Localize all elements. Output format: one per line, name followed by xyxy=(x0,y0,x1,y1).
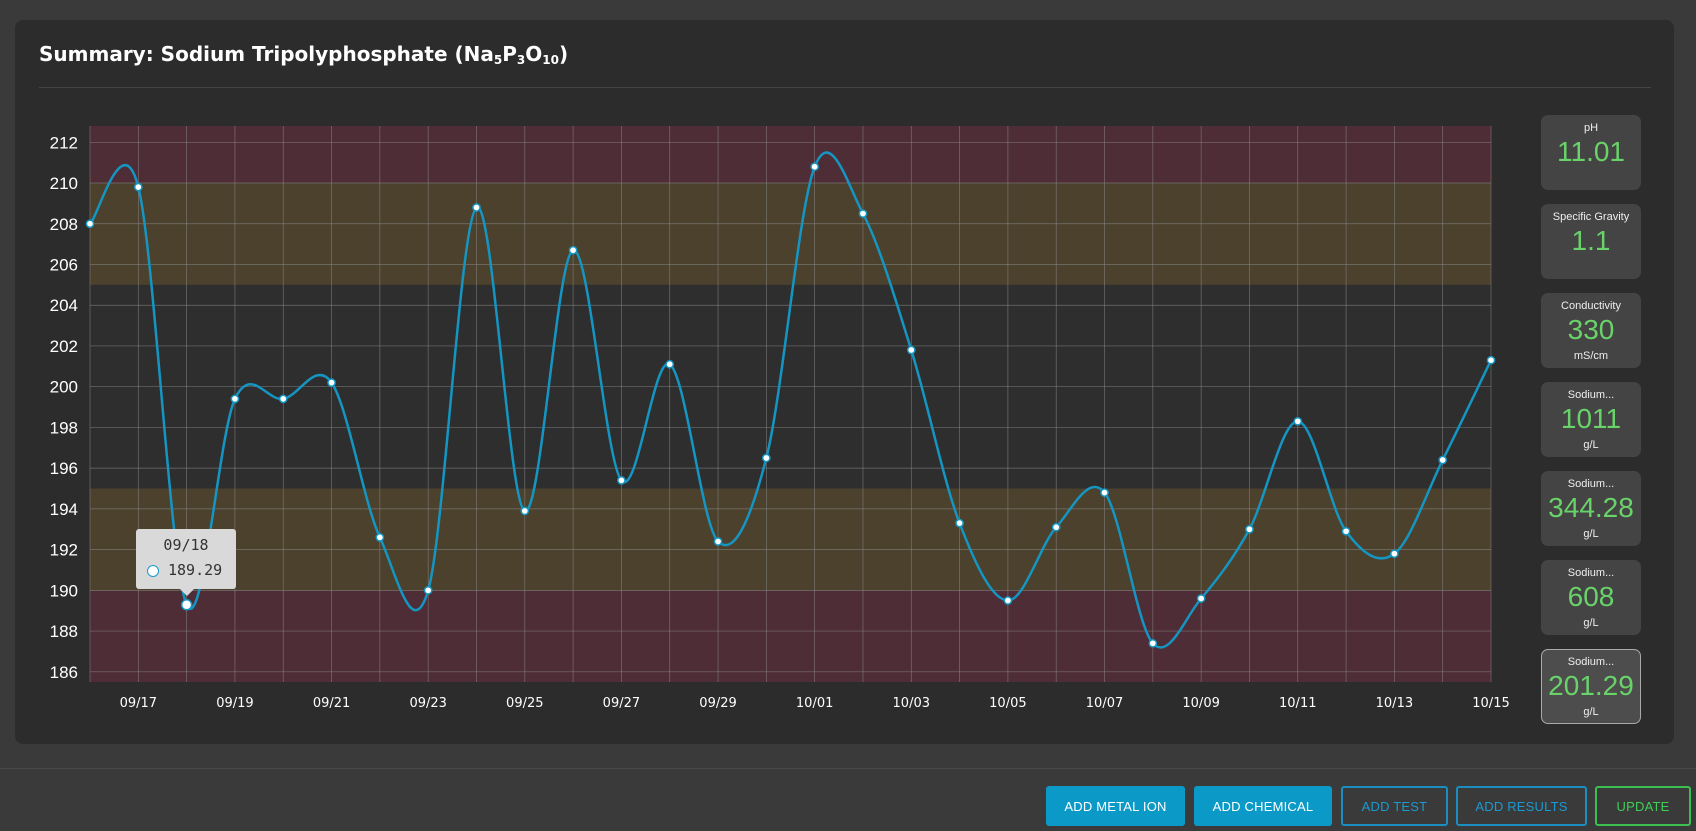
chart-tooltip: 09/18 189.29 xyxy=(136,529,236,596)
y-tick-label: 208 xyxy=(50,215,78,234)
stat-card-sodium-2[interactable]: Sodium... 344.28 g/L xyxy=(1541,471,1641,546)
y-tick-label: 196 xyxy=(50,459,78,478)
y-tick-label: 190 xyxy=(50,581,78,600)
x-tick-label: 09/21 xyxy=(313,696,350,711)
data-point xyxy=(180,599,193,611)
y-tick-label: 206 xyxy=(50,255,78,274)
data-point xyxy=(1486,355,1496,365)
x-tick-label: 10/05 xyxy=(989,696,1026,711)
data-point xyxy=(568,245,578,255)
data-point xyxy=(1245,524,1254,534)
tooltip-value: 189.29 xyxy=(168,561,223,579)
data-point xyxy=(1148,638,1158,648)
stat-unit: g/L xyxy=(1583,706,1599,718)
stat-unit: g/L xyxy=(1583,528,1599,540)
x-tick-label: 09/29 xyxy=(699,696,736,711)
stat-value: 344.28 xyxy=(1548,492,1634,523)
update-button[interactable]: UPDATE xyxy=(1595,786,1691,826)
stat-value: 608 xyxy=(1567,581,1615,612)
x-tick-label: 10/01 xyxy=(796,696,833,711)
threshold-band-yellow xyxy=(90,183,1491,285)
data-point xyxy=(906,345,916,355)
threshold-band-red xyxy=(90,590,1491,682)
data-point xyxy=(1341,526,1351,536)
x-tick-label: 09/23 xyxy=(409,696,446,711)
data-point xyxy=(327,378,336,387)
y-tick-label: 198 xyxy=(50,418,78,437)
data-point xyxy=(617,476,626,485)
data-point xyxy=(761,453,771,463)
x-tick-label: 09/19 xyxy=(216,696,253,711)
data-point xyxy=(1196,594,1206,603)
data-point xyxy=(278,394,288,404)
stat-card-sodium-4-selected[interactable]: Sodium... 201.29 g/L xyxy=(1541,649,1641,724)
stat-unit: g/L xyxy=(1583,439,1599,451)
stat-card-ph[interactable]: pH 11.01 xyxy=(1541,115,1641,190)
tooltip-date: 09/18 xyxy=(163,536,209,554)
x-tick-label: 09/17 xyxy=(120,696,157,711)
data-point xyxy=(375,533,385,542)
stat-unit: mS/cm xyxy=(1573,350,1609,362)
stat-value: 1011 xyxy=(1560,403,1622,434)
data-point xyxy=(1100,488,1109,497)
y-tick-label: 210 xyxy=(50,174,78,193)
stat-card-sodium-3[interactable]: Sodium... 608 g/L xyxy=(1541,560,1641,635)
series-line xyxy=(89,151,1493,649)
y-tick-label: 202 xyxy=(50,337,78,356)
data-point xyxy=(520,506,530,516)
y-tick-label: 200 xyxy=(50,378,78,397)
x-tick-label: 10/03 xyxy=(893,696,930,711)
add-chemical-button[interactable]: ADD CHEMICAL xyxy=(1194,786,1332,826)
stat-value: 201.29 xyxy=(1548,670,1634,701)
data-point xyxy=(85,219,95,229)
data-point xyxy=(665,359,675,369)
y-tick-label: 204 xyxy=(50,296,78,315)
stat-value: 330 xyxy=(1567,314,1615,345)
page-title: Summary: Sodium Tripolyphosphate (Na5P3O… xyxy=(39,42,569,67)
title-divider xyxy=(39,87,1651,88)
threshold-band-yellow xyxy=(90,488,1491,591)
threshold-band-red xyxy=(90,126,1491,184)
data-point xyxy=(472,203,481,212)
data-point xyxy=(858,209,868,218)
data-point xyxy=(133,182,143,192)
data-point xyxy=(1390,549,1399,559)
stat-card-conductivity[interactable]: Conductivity 330 mS/cm xyxy=(1541,293,1641,368)
add-test-button[interactable]: ADD TEST xyxy=(1341,786,1448,826)
x-tick-label: 10/13 xyxy=(1376,696,1413,711)
y-tick-label: 188 xyxy=(50,622,78,641)
x-tick-label: 10/15 xyxy=(1472,696,1509,711)
x-tick-label: 10/07 xyxy=(1086,696,1123,711)
data-point xyxy=(955,518,964,528)
x-tick-label: 09/27 xyxy=(603,696,640,711)
stat-value: 1.1 xyxy=(1571,225,1611,256)
stat-card-sodium-1[interactable]: Sodium... 1011 g/L xyxy=(1541,382,1641,457)
stat-value: 11.01 xyxy=(1557,136,1625,167)
x-tick-label: 10/09 xyxy=(1182,696,1219,711)
stat-card-specific-gravity[interactable]: Specific Gravity 1.1 xyxy=(1541,204,1641,279)
stat-unit: g/L xyxy=(1583,617,1599,629)
data-point xyxy=(713,537,723,546)
y-tick-label: 194 xyxy=(50,500,78,519)
data-point xyxy=(810,162,820,172)
x-tick-label: 10/11 xyxy=(1279,696,1316,711)
y-tick-label: 212 xyxy=(50,133,78,152)
add-results-button[interactable]: ADD RESULTS xyxy=(1456,786,1587,826)
tooltip-series-marker xyxy=(147,565,159,577)
data-point xyxy=(423,586,433,595)
data-point xyxy=(1051,522,1061,532)
add-metal-ion-button[interactable]: ADD METAL ION xyxy=(1046,786,1185,826)
data-point xyxy=(230,394,240,404)
data-point xyxy=(1003,596,1013,605)
y-tick-label: 186 xyxy=(50,663,78,682)
y-tick-label: 192 xyxy=(50,541,78,560)
x-tick-label: 09/25 xyxy=(506,696,543,711)
footer-divider xyxy=(0,768,1696,769)
data-point xyxy=(1293,416,1303,426)
data-point xyxy=(1438,455,1448,465)
